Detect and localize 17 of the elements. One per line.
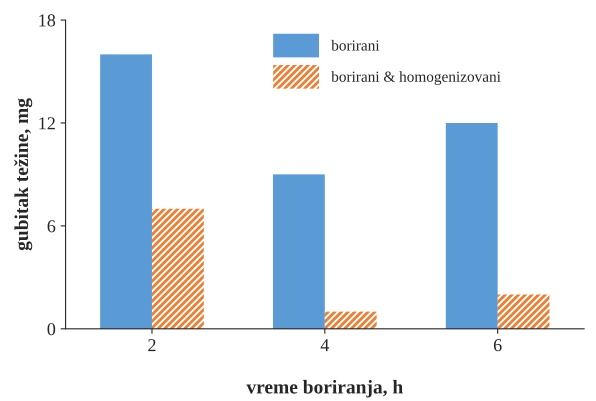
- bar: [100, 54, 152, 329]
- bar: [446, 122, 498, 329]
- legend-label: borirani: [331, 40, 380, 51]
- y-tick-label: 0: [48, 323, 56, 336]
- x-tick-label: 6: [494, 339, 502, 352]
- x-tick-label: 4: [320, 339, 330, 352]
- bar: [152, 208, 204, 329]
- legend-label: borirani & homogenizovani: [331, 71, 501, 85]
- x-tick-label: 2: [148, 339, 156, 352]
- bar: [324, 312, 377, 329]
- y-tick-label: 18: [39, 14, 56, 26]
- y-tick-label: 12: [39, 117, 55, 130]
- x-axis-title: vreme boriranja, h: [246, 380, 403, 398]
- bar: [272, 174, 325, 329]
- y-axis-title: gubitak težine, mg: [14, 98, 32, 250]
- y-tick-label: 6: [48, 220, 56, 232]
- bar: [498, 294, 550, 329]
